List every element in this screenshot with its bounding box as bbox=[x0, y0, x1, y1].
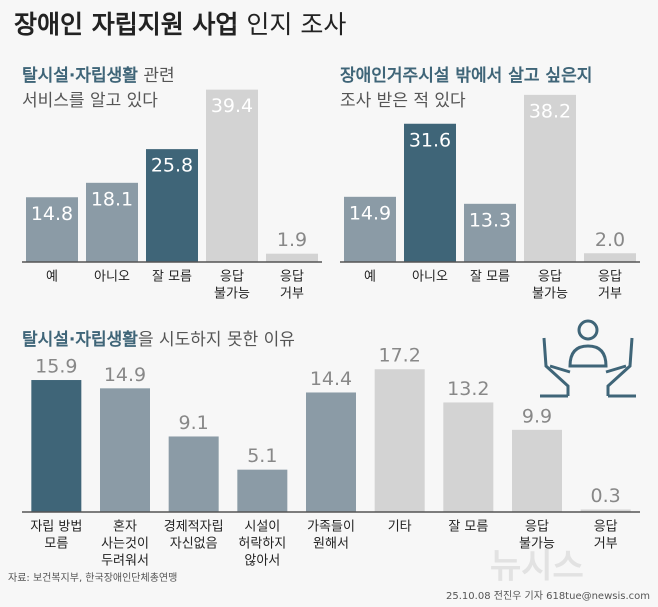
bar bbox=[580, 509, 631, 512]
category-label: 예 bbox=[364, 270, 376, 285]
category-label: 응답 bbox=[538, 270, 562, 285]
category-label: 허락하지 bbox=[238, 537, 286, 552]
category-label: 사는것이 bbox=[101, 537, 149, 552]
value-label: 25.8 bbox=[151, 155, 193, 177]
category-label: 거부 bbox=[598, 287, 622, 302]
chart-title: 서비스를 알고 있다 bbox=[22, 91, 158, 111]
value-label: 17.2 bbox=[379, 345, 421, 367]
bar bbox=[404, 123, 456, 262]
category-label: 불가능 bbox=[519, 537, 555, 552]
title-segment: 장애인거주시설 밖에서 살고 싶은지 bbox=[340, 66, 592, 86]
bar bbox=[237, 469, 288, 512]
bar bbox=[374, 369, 425, 512]
value-label: 15.9 bbox=[35, 356, 77, 378]
bar bbox=[584, 253, 636, 262]
category-label: 잘 모름 bbox=[448, 520, 488, 535]
category-label: 기타 bbox=[388, 520, 412, 535]
title-regular: 인지 조사 bbox=[246, 10, 346, 39]
bar bbox=[266, 253, 318, 262]
chart-title: 탈시설·자립생활 관련 bbox=[22, 65, 175, 86]
value-label: 31.6 bbox=[409, 129, 451, 151]
value-label: 13.3 bbox=[469, 209, 511, 231]
title-segment: 관련 bbox=[138, 66, 175, 86]
value-label: 39.4 bbox=[211, 95, 253, 117]
title-segment: 을 시도하지 못한 이유 bbox=[138, 330, 295, 350]
value-label: 14.8 bbox=[31, 203, 73, 225]
main-title: 장애인 자립지원 사업 인지 조사 bbox=[14, 10, 346, 39]
value-label: 14.9 bbox=[349, 202, 391, 224]
category-label: 두려워서 bbox=[101, 554, 149, 569]
title-segment: 탈시설·자립생활 bbox=[22, 65, 138, 86]
category-label: 거부 bbox=[594, 537, 618, 552]
bar bbox=[100, 388, 150, 512]
bar bbox=[86, 182, 138, 262]
category-label: 시설이 bbox=[244, 520, 280, 535]
value-label: 14.9 bbox=[104, 364, 146, 386]
title-bold: 장애인 자립지원 사업 bbox=[14, 10, 238, 39]
category-label: 모름 bbox=[44, 537, 68, 552]
chart-title: 조사 받은 적 있다 bbox=[340, 91, 466, 111]
bar bbox=[26, 197, 78, 262]
category-label: 불가능 bbox=[532, 287, 568, 302]
category-label: 아니오 bbox=[94, 270, 130, 285]
category-label: 응답 bbox=[598, 270, 622, 285]
bar bbox=[206, 89, 258, 262]
category-label: 원해서 bbox=[313, 537, 349, 552]
category-label: 자신없음 bbox=[170, 537, 218, 552]
hands-icon bbox=[540, 319, 636, 398]
category-label: 예 bbox=[46, 270, 58, 285]
chart-title: 탈시설·자립생활을 시도하지 못한 이유 bbox=[22, 329, 295, 350]
bar bbox=[306, 392, 356, 512]
value-label: 13.2 bbox=[447, 378, 489, 400]
title-segment: 서비스를 알고 있다 bbox=[22, 91, 158, 111]
bar bbox=[464, 203, 516, 262]
category-label: 잘 모름 bbox=[470, 270, 510, 285]
category-label: 불가능 bbox=[214, 287, 250, 302]
category-label: 응답 bbox=[220, 270, 244, 285]
category-label: 않아서 bbox=[244, 554, 280, 569]
value-label: 9.1 bbox=[179, 412, 209, 434]
bar bbox=[512, 429, 562, 512]
bar bbox=[146, 149, 198, 262]
bar bbox=[524, 94, 576, 262]
bar bbox=[443, 402, 494, 512]
bar bbox=[344, 196, 396, 262]
category-label: 잘 모름 bbox=[152, 270, 192, 285]
value-label: 5.1 bbox=[247, 445, 277, 467]
value-label: 38.2 bbox=[529, 100, 571, 122]
value-label: 14.4 bbox=[310, 368, 352, 390]
category-label: 혼자 bbox=[113, 520, 137, 535]
value-label: 2.0 bbox=[595, 229, 625, 251]
category-label: 자립 방법 bbox=[30, 520, 82, 535]
watermark: 뉴시스 bbox=[490, 547, 584, 587]
value-label: 1.9 bbox=[277, 229, 307, 251]
category-label: 경제적자립 bbox=[164, 520, 224, 535]
source: 자료: 보건복지부, 한국장애인단체총연맹 bbox=[8, 572, 177, 584]
category-label: 응답 bbox=[280, 270, 304, 285]
value-label: 18.1 bbox=[91, 188, 133, 210]
chart-title: 장애인거주시설 밖에서 살고 싶은지 bbox=[340, 66, 592, 86]
credit: 25.10.08 전진우 기자 618tue@newsis.com bbox=[446, 590, 650, 602]
value-label: 9.9 bbox=[522, 405, 552, 427]
title-segment: 탈시설·자립생활 bbox=[22, 329, 138, 350]
category-label: 거부 bbox=[280, 287, 304, 302]
category-label: 응답 bbox=[525, 520, 549, 535]
bar bbox=[168, 436, 219, 512]
category-label: 가족들이 bbox=[307, 520, 355, 535]
category-label: 응답 bbox=[594, 520, 618, 535]
value-label: 0.3 bbox=[591, 485, 621, 507]
category-label: 아니오 bbox=[412, 270, 448, 285]
bar bbox=[31, 380, 82, 512]
title-segment: 조사 받은 적 있다 bbox=[340, 91, 466, 111]
